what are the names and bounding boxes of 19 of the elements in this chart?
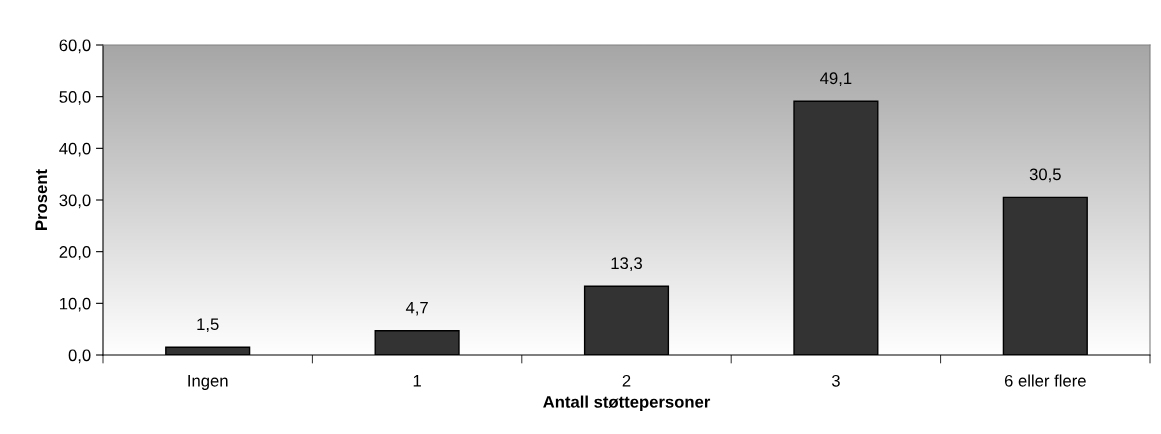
y-tick-label: 60,0 xyxy=(59,39,91,54)
y-tick-label: 30,0 xyxy=(59,194,91,209)
y-tick-label: 50,0 xyxy=(59,91,91,105)
data-label: 13,3 xyxy=(611,257,642,272)
x-axis-title: Antall støttepersoner xyxy=(543,395,711,412)
y-tick-label: 20,0 xyxy=(59,246,91,260)
y-tick-label: 0,0 xyxy=(68,349,91,364)
data-label: 49,1 xyxy=(820,72,852,87)
x-tick-label: 6 eller flere xyxy=(1004,374,1086,387)
x-tick-label: 1 xyxy=(413,375,421,387)
x-tick-label: 2 xyxy=(622,374,631,387)
x-tick-label: 3 xyxy=(831,374,840,387)
data-label: 4,7 xyxy=(405,301,428,316)
x-tick-label: Ingen xyxy=(188,375,228,390)
y-tick-label: 40,0 xyxy=(59,142,91,157)
y-tick-label: 10,0 xyxy=(60,297,91,312)
y-axis-title: Prosent xyxy=(35,169,48,230)
data-label: 1,5 xyxy=(197,318,219,333)
data-label: 30,5 xyxy=(1029,168,1061,183)
